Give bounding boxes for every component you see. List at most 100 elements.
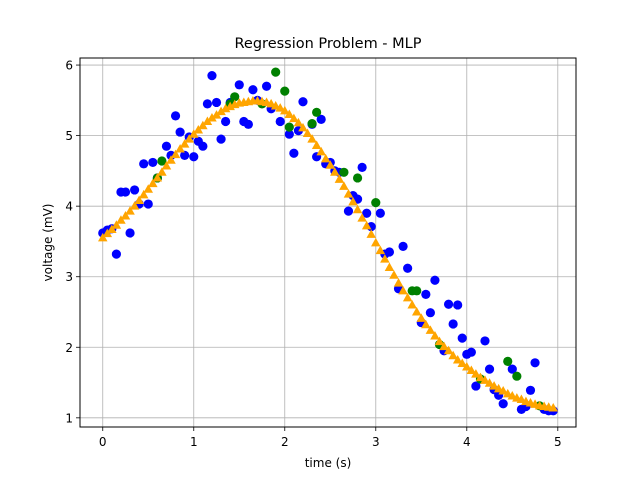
prediction-point: [430, 330, 440, 340]
prediction-point: [143, 184, 154, 193]
train-point: [111, 249, 122, 259]
train-point: [480, 336, 490, 346]
train-point: [525, 385, 536, 395]
prediction-point: [170, 149, 181, 159]
y-axis-label: voltage (mV): [41, 204, 55, 282]
prediction-point: [375, 245, 386, 255]
train-point: [457, 333, 467, 343]
prediction-point: [138, 189, 149, 199]
train-point: [316, 114, 326, 124]
train-point: [453, 300, 463, 310]
prediction-point: [466, 365, 477, 375]
prediction-point: [439, 341, 449, 351]
prediction-point: [216, 106, 226, 116]
chart-title: Regression Problem - MLP: [235, 36, 422, 52]
train-point: [175, 127, 185, 137]
prediction-point: [452, 354, 463, 364]
prediction-point: [207, 112, 217, 122]
prediction-point: [211, 110, 222, 119]
test-point: [371, 198, 381, 208]
prediction-point: [311, 140, 322, 149]
train-point: [275, 116, 285, 127]
prediction-point: [434, 336, 445, 346]
train-point: [484, 364, 495, 374]
prediction-point: [462, 362, 472, 371]
prediction-point: [284, 109, 295, 118]
train-point: [221, 116, 231, 127]
train-point: [498, 399, 508, 409]
train-point: [443, 299, 454, 309]
prediction-point: [166, 155, 176, 164]
prediction-point: [402, 292, 413, 302]
prediction-point: [179, 139, 190, 148]
train-point: [284, 129, 294, 139]
x-axis-label: time (s): [305, 456, 352, 470]
prediction-point: [366, 229, 376, 238]
x-tick-label: 2: [281, 435, 289, 449]
test-point: [271, 67, 281, 77]
prediction-point: [161, 160, 172, 170]
prediction-point: [425, 325, 436, 334]
prediction-point: [334, 174, 345, 183]
prediction-point: [393, 278, 404, 287]
prediction-point: [357, 213, 367, 222]
prediction-point: [293, 117, 304, 127]
train-point: [289, 148, 299, 158]
prediction-point: [448, 350, 458, 360]
train-point: [507, 364, 517, 374]
x-tick-label: 0: [99, 435, 107, 449]
prediction-point: [157, 167, 167, 176]
prediction-point: [152, 172, 163, 182]
prediction-point: [302, 128, 313, 137]
y-tick-label: 2: [65, 341, 73, 355]
axis-ticks: 0 1 2 3 4 5 1 2 3 4 5 6: [65, 59, 561, 449]
train-point: [198, 141, 208, 151]
prediction-point: [443, 345, 454, 355]
train-point: [211, 97, 222, 108]
prediction-point: [457, 358, 467, 368]
y-tick-label: 6: [65, 59, 73, 73]
train-point: [375, 208, 385, 218]
prediction-point: [120, 211, 131, 220]
train-point: [261, 81, 272, 91]
prediction-point: [289, 113, 299, 123]
train-point: [130, 185, 140, 195]
prediction-point: [275, 103, 285, 112]
prediction-point: [398, 285, 408, 295]
prediction-point: [125, 206, 135, 215]
prediction-point: [298, 122, 308, 132]
x-tick-label: 3: [372, 435, 380, 449]
train-point: [180, 150, 190, 160]
train-point: [202, 99, 213, 109]
y-tick-label: 4: [65, 200, 73, 214]
test-point: [280, 86, 290, 96]
prediction-point: [361, 220, 372, 230]
train-point: [384, 247, 395, 257]
y-tick-label: 3: [65, 270, 73, 284]
train-point: [143, 199, 153, 209]
train-point: [343, 206, 354, 216]
test-point: [230, 92, 240, 102]
prediction-point: [498, 386, 508, 395]
prediction-point: [384, 262, 395, 272]
prediction-point: [411, 306, 422, 316]
grid-lines: [80, 58, 576, 427]
test-point: [312, 107, 322, 117]
train-point: [234, 80, 244, 90]
prediction-point: [339, 181, 349, 190]
x-tick-label: 4: [463, 435, 471, 449]
test-point: [307, 119, 317, 129]
prediction-point: [389, 270, 399, 279]
test-point: [512, 371, 522, 381]
prediction-point: [489, 381, 499, 390]
prediction-point: [320, 153, 331, 163]
test-point: [157, 156, 167, 166]
prediction-point: [380, 254, 390, 263]
train-point: [362, 208, 372, 218]
train-point: [207, 71, 217, 81]
train-point: [189, 152, 199, 162]
train-point: [139, 159, 149, 169]
prediction-point: [148, 178, 158, 188]
prediction-point: [484, 378, 495, 387]
train-point: [357, 162, 367, 172]
